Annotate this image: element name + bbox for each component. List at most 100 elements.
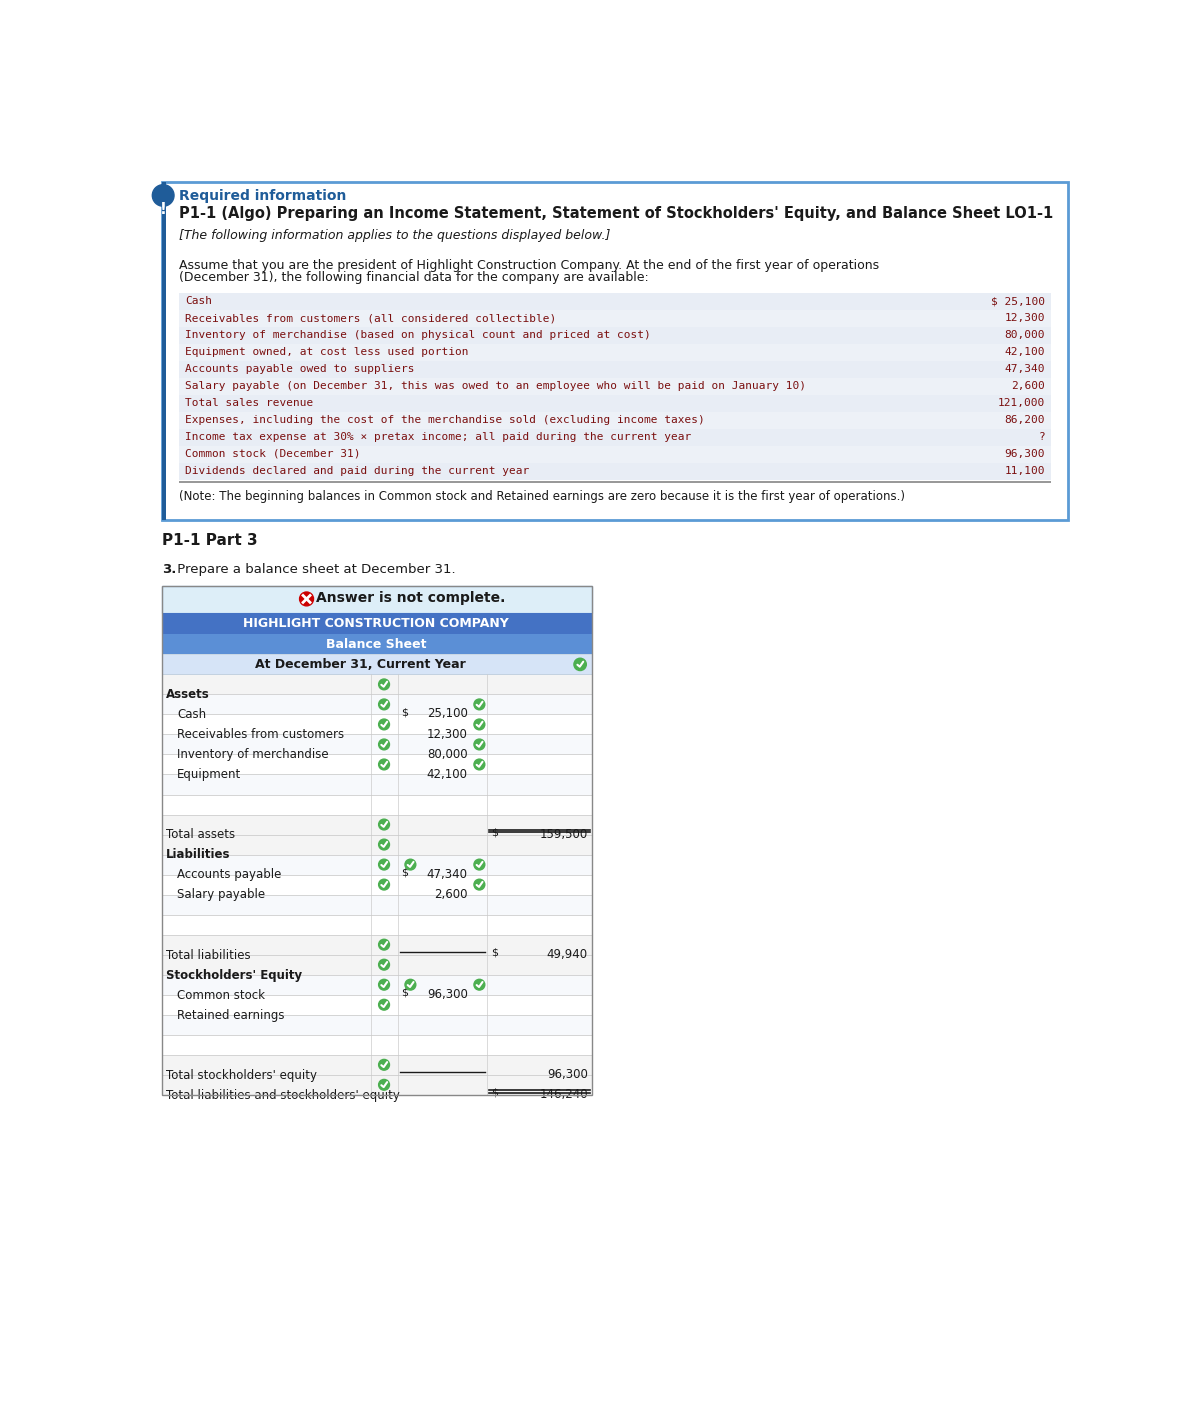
Text: 80,000: 80,000 <box>1004 330 1045 340</box>
Text: Receivables from customers (all considered collectible): Receivables from customers (all consider… <box>185 313 556 323</box>
Bar <box>162 894 592 914</box>
Bar <box>179 482 1051 483</box>
Bar <box>162 955 592 975</box>
Text: Expenses, including the cost of the merchandise sold (excluding income taxes): Expenses, including the cost of the merc… <box>185 415 704 425</box>
Bar <box>162 181 1068 520</box>
Text: Salary payable: Salary payable <box>178 888 265 901</box>
Text: HIGHLIGHT CONSTRUCTION COMPANY: HIGHLIGHT CONSTRUCTION COMPANY <box>244 616 509 629</box>
Text: Income tax expense at 30% × pretax income; all paid during the current year: Income tax expense at 30% × pretax incom… <box>185 432 691 442</box>
Circle shape <box>379 839 390 850</box>
Text: 42,100: 42,100 <box>427 768 468 781</box>
Bar <box>179 395 1051 412</box>
Bar <box>162 694 592 714</box>
Circle shape <box>379 999 390 1010</box>
Text: $: $ <box>491 948 498 958</box>
Circle shape <box>474 879 485 890</box>
Bar <box>179 344 1051 361</box>
Bar <box>179 378 1051 395</box>
Text: 42,100: 42,100 <box>1004 347 1045 357</box>
Bar <box>162 734 592 754</box>
Circle shape <box>152 184 174 207</box>
Text: $: $ <box>401 988 408 998</box>
Bar <box>162 674 592 694</box>
Text: $: $ <box>401 867 408 877</box>
Text: Assets: Assets <box>166 689 209 701</box>
Bar <box>162 585 592 1095</box>
Text: $: $ <box>401 707 408 717</box>
Text: At December 31, Current Year: At December 31, Current Year <box>256 659 466 672</box>
Circle shape <box>379 699 390 710</box>
Text: Total assets: Total assets <box>166 829 235 842</box>
Circle shape <box>474 699 485 710</box>
Text: (Note: The beginning balances in Common stock and Retained earnings are zero bec: (Note: The beginning balances in Common … <box>179 490 905 503</box>
Text: 96,300: 96,300 <box>427 988 468 1000</box>
Text: Balance Sheet: Balance Sheet <box>326 638 426 652</box>
Circle shape <box>404 859 416 870</box>
Bar <box>162 754 592 775</box>
Circle shape <box>300 592 313 606</box>
Text: $ 25,100: $ 25,100 <box>991 296 1045 306</box>
Text: 49,940: 49,940 <box>547 948 588 961</box>
Text: Total stockholders' equity: Total stockholders' equity <box>166 1068 317 1081</box>
Circle shape <box>379 1080 390 1090</box>
Text: P1-1 Part 3: P1-1 Part 3 <box>162 533 257 548</box>
Text: Salary payable (on December 31, this was owed to an employee who will be paid on: Salary payable (on December 31, this was… <box>185 381 806 391</box>
Text: 86,200: 86,200 <box>1004 415 1045 425</box>
Bar <box>162 1074 592 1095</box>
Circle shape <box>379 718 390 730</box>
Text: 3.: 3. <box>162 563 176 575</box>
Bar <box>162 655 592 674</box>
Text: Answer is not complete.: Answer is not complete. <box>316 591 505 605</box>
Bar <box>162 775 592 795</box>
Text: Inventory of merchandise (based on physical count and priced at cost): Inventory of merchandise (based on physi… <box>185 330 650 340</box>
Circle shape <box>379 979 390 990</box>
Circle shape <box>404 979 416 990</box>
Text: Dividends declared and paid during the current year: Dividends declared and paid during the c… <box>185 466 529 476</box>
Text: 2,600: 2,600 <box>1012 381 1045 391</box>
Text: Accounts payable owed to suppliers: Accounts payable owed to suppliers <box>185 364 414 374</box>
Bar <box>179 293 1051 310</box>
Bar <box>162 854 592 874</box>
Circle shape <box>474 760 485 769</box>
Bar <box>162 612 592 635</box>
Circle shape <box>379 819 390 830</box>
Text: [The following information applies to the questions displayed below.]: [The following information applies to th… <box>179 230 610 242</box>
Text: 47,340: 47,340 <box>1004 364 1045 374</box>
Text: Receivables from customers: Receivables from customers <box>178 728 344 741</box>
Text: Retained earnings: Retained earnings <box>178 1009 284 1022</box>
Text: Liabilities: Liabilities <box>166 849 230 862</box>
Bar <box>179 310 1051 327</box>
Bar <box>162 714 592 734</box>
Circle shape <box>379 760 390 769</box>
Circle shape <box>379 740 390 750</box>
Text: 96,300: 96,300 <box>547 1068 588 1081</box>
Text: 47,340: 47,340 <box>427 867 468 880</box>
Text: $: $ <box>491 828 498 837</box>
Bar <box>179 327 1051 344</box>
Bar <box>162 975 592 995</box>
Bar <box>162 995 592 1015</box>
Bar <box>179 429 1051 446</box>
Text: 146,240: 146,240 <box>539 1088 588 1101</box>
Text: 25,100: 25,100 <box>427 707 468 720</box>
Bar <box>162 181 167 520</box>
Circle shape <box>379 859 390 870</box>
Bar <box>162 835 592 854</box>
Text: P1-1 (Algo) Preparing an Income Statement, Statement of Stockholders' Equity, an: P1-1 (Algo) Preparing an Income Statemen… <box>179 207 1052 221</box>
Text: Required information: Required information <box>179 190 346 203</box>
Text: 96,300: 96,300 <box>1004 449 1045 459</box>
Bar <box>179 462 1051 479</box>
Circle shape <box>379 959 390 971</box>
Text: Equipment: Equipment <box>178 768 241 781</box>
Circle shape <box>474 979 485 990</box>
Text: 12,300: 12,300 <box>1004 313 1045 323</box>
Text: Common stock (December 31): Common stock (December 31) <box>185 449 360 459</box>
Bar <box>162 815 592 835</box>
Circle shape <box>574 659 587 670</box>
Text: Inventory of merchandise: Inventory of merchandise <box>178 748 329 761</box>
Text: Common stock: Common stock <box>178 989 265 1002</box>
Text: Cash: Cash <box>185 296 212 306</box>
Bar <box>162 795 592 815</box>
Text: 2,600: 2,600 <box>434 887 468 901</box>
Circle shape <box>474 718 485 730</box>
